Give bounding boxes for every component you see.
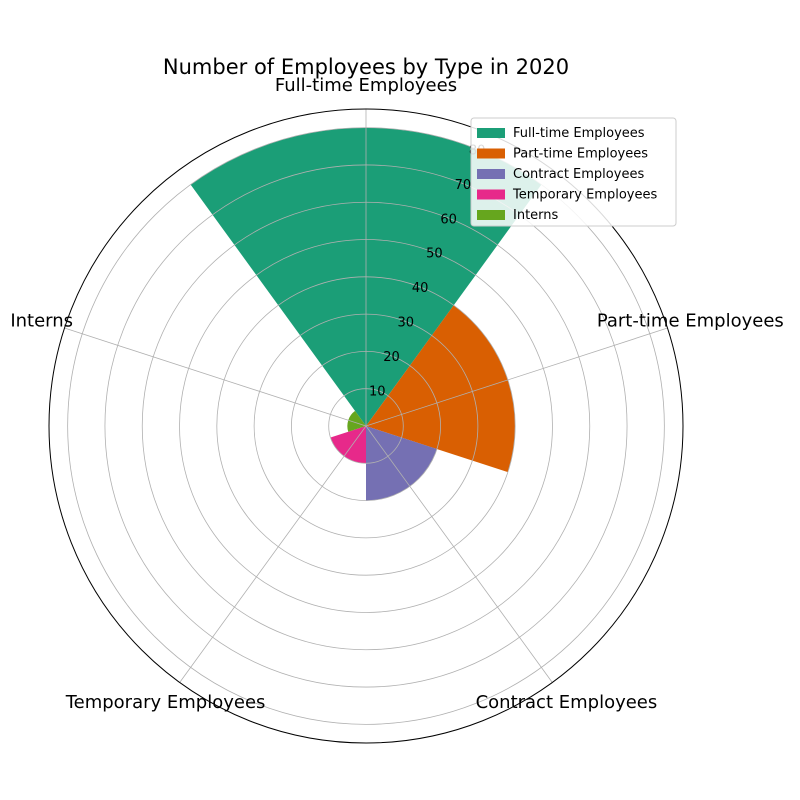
legend-swatch-1: [477, 148, 505, 159]
category-label-interns: Interns: [10, 311, 73, 332]
tick-label-20: 20: [383, 350, 400, 365]
tick-label-70: 70: [455, 178, 472, 193]
tick-label-50: 50: [426, 247, 443, 262]
grid-spoke-1: [365, 327, 668, 427]
legend-label-3: Temporary Employees: [512, 188, 657, 203]
legend-label-0: Full-time Employees: [513, 126, 645, 141]
tick-label-30: 30: [398, 316, 415, 331]
tick-label-40: 40: [412, 281, 429, 296]
category-label-contract-employees: Contract Employees: [476, 692, 658, 713]
legend-box: [470, 117, 677, 227]
bar-interns: [347, 410, 366, 432]
grid-spoke-3: [179, 425, 367, 683]
grid-layer: [64, 109, 668, 725]
category-label-temporary-employees: Temporary Employees: [65, 692, 266, 713]
category-labels: Full-time Employees Part-time Employees Co…: [10, 75, 783, 713]
outer-circle: [48, 108, 684, 744]
legend-label-4: Interns: [513, 208, 559, 223]
category-label-full-time-employees: Full-time Employees: [275, 75, 457, 96]
grid-spoke-2: [365, 425, 553, 683]
bar-contract-employees: [366, 426, 437, 501]
category-label-part-time-employees: Part-time Employees: [597, 311, 784, 332]
chart-title: Number of Employees by Type in 2020: [163, 55, 569, 79]
tick-label-10: 10: [369, 385, 386, 400]
grid-spoke-4: [64, 327, 367, 427]
bar-temporary-employees: [330, 426, 366, 464]
legend-swatch-2: [477, 169, 505, 179]
legend-label-2: Contract Employees: [513, 167, 644, 182]
legend-swatch-0: [477, 128, 505, 138]
outer-frame: [48, 108, 684, 744]
legend-label-1: Part-time Employees: [513, 147, 648, 162]
legend: Full-time Employees Part-time Employees Co…: [470, 117, 677, 227]
legend-swatch-3: [477, 189, 505, 200]
legend-swatch-4: [477, 210, 505, 220]
tick-label-60: 60: [440, 212, 457, 227]
